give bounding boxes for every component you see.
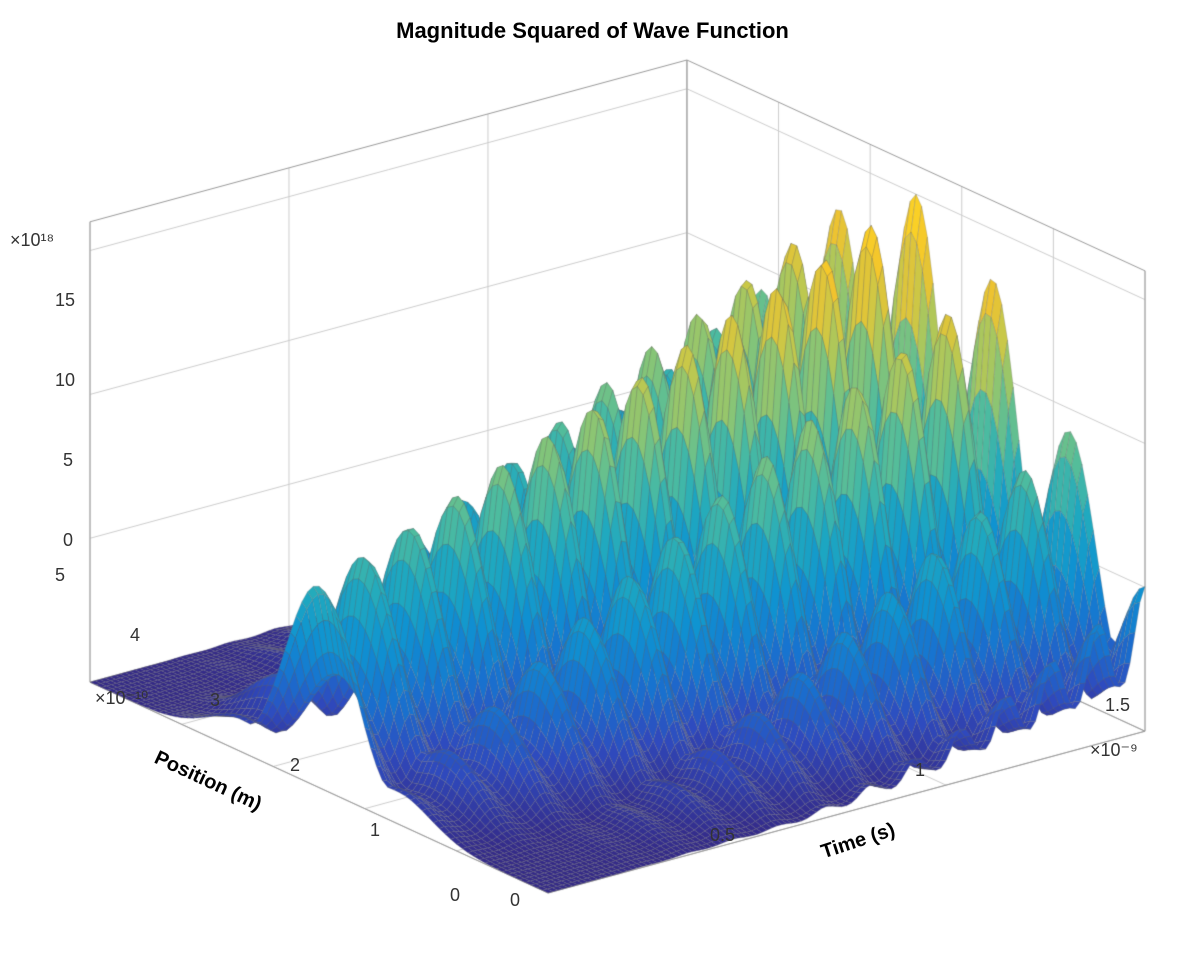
- y-tick: 5: [55, 565, 65, 586]
- x-tick: 1: [915, 760, 925, 781]
- y-tick: 0: [450, 885, 460, 906]
- surface-canvas: [0, 0, 1185, 953]
- chart-container: { "chart": { "type": "surface3d", "title…: [0, 0, 1185, 953]
- z-tick: 0: [63, 530, 73, 551]
- x-multiplier: ×10⁻⁹: [1090, 740, 1138, 761]
- x-tick: 0: [510, 890, 520, 911]
- y-tick: 4: [130, 625, 140, 646]
- y-tick: 2: [290, 755, 300, 776]
- z-tick: 5: [63, 450, 73, 471]
- x-tick: 1.5: [1105, 695, 1130, 716]
- z-tick: 15: [55, 290, 75, 311]
- chart-title: Magnitude Squared of Wave Function: [0, 18, 1185, 44]
- x-tick: 0.5: [710, 825, 735, 846]
- y-multiplier: ×10⁻¹⁰: [95, 688, 148, 709]
- y-tick: 3: [210, 690, 220, 711]
- y-tick: 1: [370, 820, 380, 841]
- z-multiplier: ×10¹⁸: [10, 230, 54, 251]
- z-tick: 10: [55, 370, 75, 391]
